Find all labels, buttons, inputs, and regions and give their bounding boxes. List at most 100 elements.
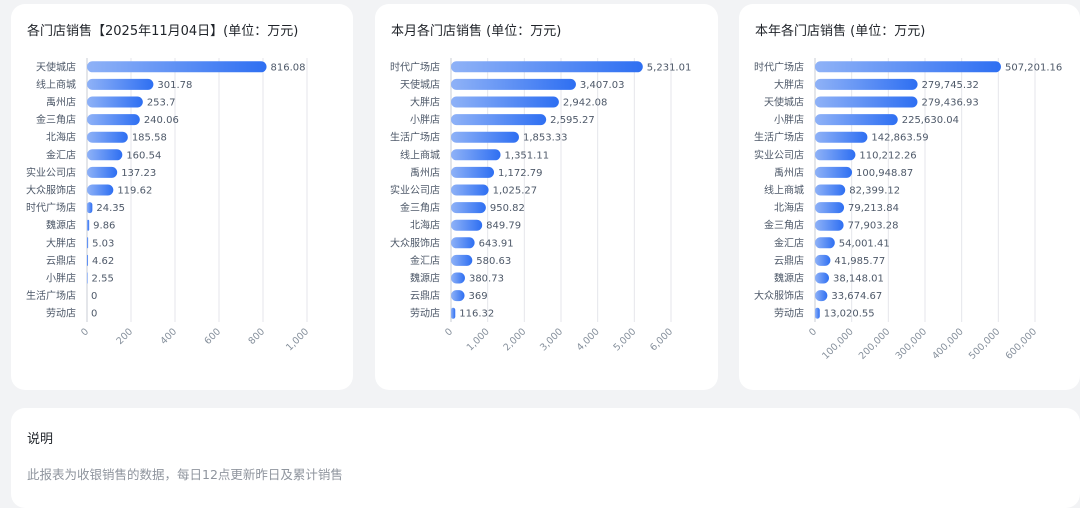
description-card: 说明 此报表为收银销售的数据，每日12点更新昨日及累计销售 (11, 408, 1080, 508)
category-label: 天使城店 (36, 60, 76, 73)
data-label: 240.06 (144, 115, 179, 126)
category-label: 北海店 (46, 131, 76, 144)
x-tick-label: 0 (443, 326, 455, 338)
x-tick-label: 3,000 (538, 326, 565, 353)
data-label: 5.03 (92, 238, 114, 249)
bar (451, 78, 576, 90)
bar (451, 131, 519, 143)
bar (87, 114, 140, 126)
data-label: 1,853.33 (523, 133, 568, 144)
bar (815, 61, 1001, 73)
category-label: 线上商城 (764, 184, 804, 197)
data-label: 82,399.12 (849, 186, 900, 197)
bar (87, 184, 114, 196)
category-label: 劳动店 (774, 307, 804, 320)
category-label: 大胖店 (46, 236, 76, 249)
bar (451, 96, 559, 108)
yearly-sales-chart: 0 100,000 200,000 300,000 400,000 500,000 600,… (754, 58, 1062, 362)
bar (87, 61, 267, 73)
data-label: 2,942.08 (563, 98, 608, 109)
category-label: 金三角店 (36, 113, 76, 126)
category-label: 生活广场店 (390, 131, 440, 144)
x-tick-label: 0 (79, 326, 91, 338)
bar (87, 254, 89, 266)
data-label: 41,985.77 (834, 256, 885, 267)
category-label: 禹州店 (46, 96, 76, 109)
bar (815, 290, 828, 302)
data-label: 110,212.26 (859, 150, 916, 161)
daily-sales-title: 各门店销售【2025年11月04日】(单位：万元) (27, 24, 299, 39)
category-label: 金汇店 (774, 236, 804, 249)
monthly-sales-card: 本月各门店销售 (单位：万元) 0 1,000 2,000 3,000 4,000 5,0… (375, 4, 718, 390)
data-label: 185.58 (132, 133, 167, 144)
x-tick-label: 4,000 (575, 326, 602, 353)
x-tick-label: 5,000 (611, 326, 638, 353)
category-label: 大众服饰店 (390, 236, 440, 249)
bar (87, 272, 88, 284)
bar (815, 114, 898, 126)
x-tick-label: 500,000 (967, 326, 1003, 362)
category-label: 金汇店 (410, 254, 440, 267)
bar (815, 272, 829, 284)
data-label: 77,903.28 (848, 221, 899, 232)
bar (87, 202, 93, 214)
x-tick-label: 600 (203, 326, 224, 347)
category-label: 魏源店 (774, 272, 804, 285)
data-label: 1,025.27 (493, 186, 538, 197)
bar (815, 78, 918, 90)
data-label: 3,407.03 (580, 80, 625, 91)
x-tick-label: 400,000 (930, 326, 966, 362)
category-label: 北海店 (774, 201, 804, 214)
data-label: 225,630.04 (902, 115, 959, 126)
bar (451, 237, 475, 249)
category-label: 云鼎店 (46, 254, 76, 267)
daily-sales-chart: 0 200 400 600 800 1,000 天使城店 816.08 线上商城 301.78 禹州… (26, 58, 311, 353)
x-tick-label: 0 (807, 326, 819, 338)
category-label: 魏源店 (410, 272, 440, 285)
category-label: 小胖店 (774, 113, 804, 126)
data-label: 33,674.67 (831, 291, 882, 302)
x-tick-label: 6,000 (648, 326, 675, 353)
yearly-sales-title: 本年各门店销售 (单位：万元) (755, 24, 926, 39)
data-label: 54,001.41 (839, 238, 890, 249)
monthly-sales-title: 本月各门店销售 (单位：万元) (391, 24, 562, 39)
category-label: 时代广场店 (26, 201, 76, 214)
category-label: 生活广场店 (754, 131, 804, 144)
x-tick-label: 400 (159, 326, 180, 347)
data-label: 380.73 (469, 274, 504, 285)
category-label: 劳动店 (46, 307, 76, 320)
bar (815, 202, 845, 214)
bar (87, 131, 128, 143)
category-label: 大众服饰店 (754, 289, 804, 302)
description-title: 说明 (27, 432, 54, 447)
data-label: 301.78 (157, 80, 192, 91)
category-label: 时代广场店 (754, 60, 804, 73)
bar (451, 114, 547, 126)
bar (87, 96, 143, 108)
bar (87, 78, 154, 90)
data-label: 79,213.84 (848, 203, 899, 214)
bar (451, 290, 465, 302)
data-label: 119.62 (117, 186, 152, 197)
bar (815, 237, 835, 249)
category-label: 北海店 (410, 219, 440, 232)
category-label: 小胖店 (410, 113, 440, 126)
data-label: 849.79 (486, 221, 521, 232)
category-label: 云鼎店 (410, 289, 440, 302)
bar (815, 184, 846, 196)
bar (815, 307, 820, 319)
bar (451, 184, 489, 196)
data-label: 1,172.79 (498, 168, 543, 179)
x-tick-label: 800 (247, 326, 268, 347)
category-label: 禹州店 (410, 166, 440, 179)
category-label: 实业公司店 (26, 166, 76, 179)
bar (815, 166, 853, 178)
data-label: 5,231.01 (647, 62, 692, 73)
bar (87, 219, 90, 231)
bar (451, 202, 486, 214)
x-tick-label: 2,000 (501, 326, 528, 353)
category-label: 线上商城 (400, 148, 440, 161)
data-label: 4.62 (92, 256, 114, 267)
data-label: 950.82 (490, 203, 525, 214)
bar (451, 254, 473, 266)
